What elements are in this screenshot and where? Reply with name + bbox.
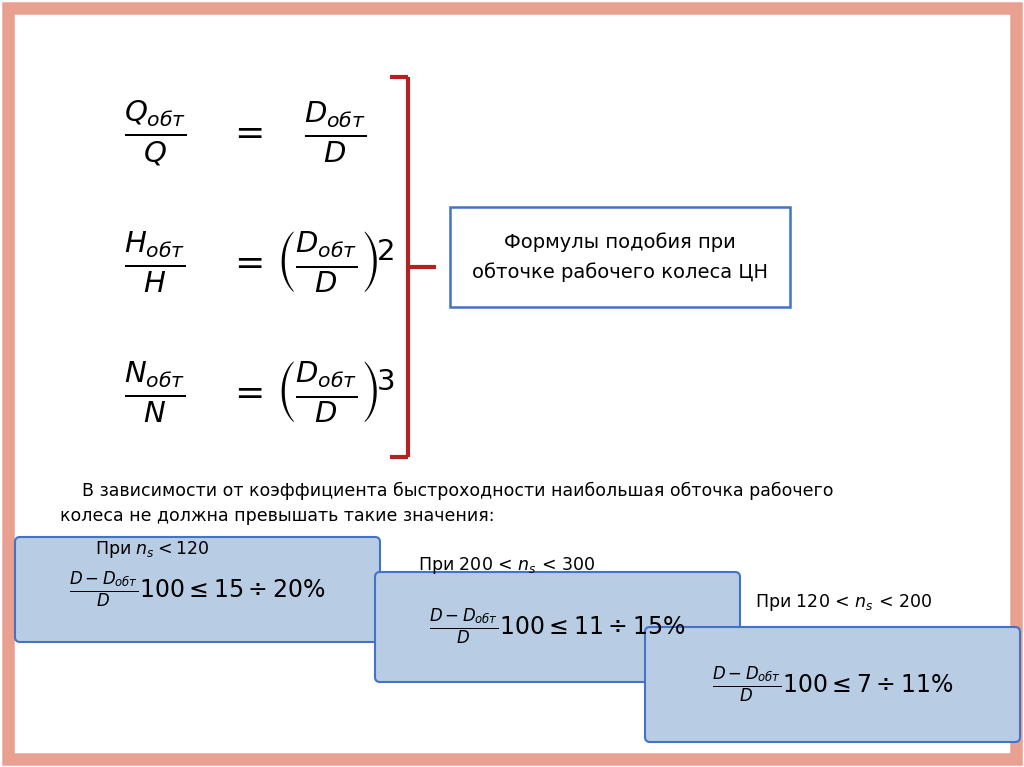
Text: $\left(\frac{D_{\mathit{обт}}}{D}\right)^{\!3}$: $\left(\frac{D_{\mathit{обт}}}{D}\right)… — [275, 359, 394, 425]
Text: $\frac{H_{\mathit{обт}}}{H}$: $\frac{H_{\mathit{обт}}}{H}$ — [124, 229, 185, 295]
FancyBboxPatch shape — [8, 8, 1016, 759]
FancyBboxPatch shape — [645, 627, 1020, 742]
FancyBboxPatch shape — [375, 572, 740, 682]
Text: $\left(\frac{D_{\mathit{обт}}}{D}\right)^{\!2}$: $\left(\frac{D_{\mathit{обт}}}{D}\right)… — [275, 229, 394, 295]
Text: $=$: $=$ — [227, 375, 263, 409]
Text: При 200 < $n_s$ < 300: При 200 < $n_s$ < 300 — [418, 555, 595, 576]
Text: $=$: $=$ — [227, 245, 263, 279]
Text: $\frac{D-D_{\mathit{обт}}}{D}100\leq11\div15\%$: $\frac{D-D_{\mathit{обт}}}{D}100\leq11\d… — [429, 607, 686, 647]
Text: колеса не должна превышать такие значения:: колеса не должна превышать такие значени… — [60, 507, 495, 525]
Text: $\frac{N_{\mathit{обт}}}{N}$: $\frac{N_{\mathit{обт}}}{N}$ — [124, 359, 185, 425]
Text: В зависимости от коэффициента быстроходности наибольшая обточка рабочего: В зависимости от коэффициента быстроходн… — [60, 482, 834, 500]
FancyBboxPatch shape — [450, 207, 790, 307]
Text: $=$: $=$ — [227, 115, 263, 149]
Text: $\frac{D-D_{\mathit{обт}}}{D}100\leq15\div20\%$: $\frac{D-D_{\mathit{обт}}}{D}100\leq15\d… — [70, 569, 326, 610]
Text: $\frac{Q_{\mathit{обт}}}{Q}$: $\frac{Q_{\mathit{обт}}}{Q}$ — [124, 97, 186, 167]
Text: $\frac{D-D_{\mathit{обт}}}{D}100\leq7\div11\%$: $\frac{D-D_{\mathit{обт}}}{D}100\leq7\di… — [712, 664, 953, 705]
FancyBboxPatch shape — [15, 537, 380, 642]
Text: Формулы подобия при
обточке рабочего колеса ЦН: Формулы подобия при обточке рабочего кол… — [472, 232, 768, 282]
Text: При $n_s < 120$: При $n_s < 120$ — [95, 539, 209, 560]
Text: При 120 < $n_s$ < 200: При 120 < $n_s$ < 200 — [755, 592, 932, 613]
Text: $\frac{D_{\mathit{обт}}}{D}$: $\frac{D_{\mathit{обт}}}{D}$ — [304, 99, 367, 165]
